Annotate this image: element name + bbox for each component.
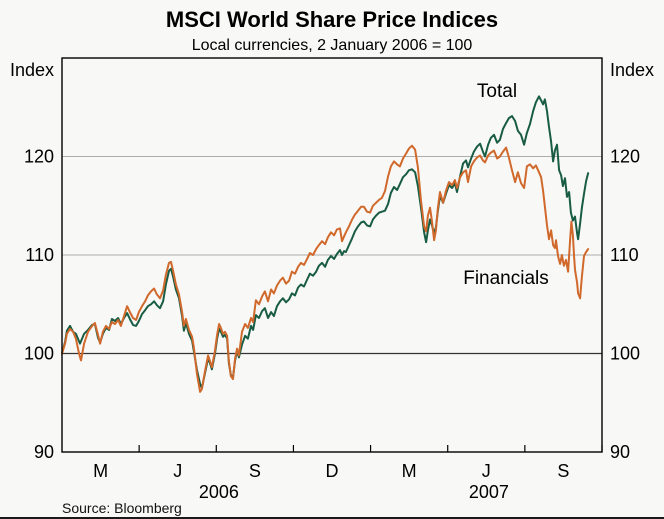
- y-axis-unit-left: Index: [10, 60, 54, 80]
- series-line-total: [61, 95, 590, 389]
- x-year-label: 2007: [469, 482, 509, 502]
- x-month-label: S: [249, 461, 261, 481]
- x-month-label: M: [93, 461, 108, 481]
- plot-border: [61, 57, 603, 453]
- y-axis-unit-right: Index: [610, 60, 654, 80]
- y-tick-label-right: 110: [610, 245, 639, 265]
- y-tick-label-left: 90: [34, 442, 54, 462]
- plot-generated-layer: 90 90 100 100 110 110 120 120 M J S D M J S 2006 2007: [24, 95, 640, 502]
- series-line-financials: [61, 144, 590, 393]
- x-month-label: J: [173, 461, 182, 481]
- chart-subtitle: Local currencies, 2 January 2006 = 100: [192, 37, 473, 54]
- y-tick-label-left: 110: [25, 245, 54, 265]
- chart-title: MSCI World Share Price Indices: [166, 7, 498, 32]
- y-tick-label-right: 120: [610, 147, 640, 167]
- series-label-financials: Financials: [463, 268, 549, 289]
- x-month-label: S: [557, 461, 569, 481]
- y-tick-label-left: 100: [24, 344, 54, 364]
- source-note: Source: Bloomberg: [62, 500, 182, 516]
- x-month-label: J: [482, 461, 491, 481]
- y-tick-label-right: 90: [610, 442, 630, 462]
- x-year-label: 2006: [199, 482, 239, 502]
- y-tick-label-left: 120: [24, 147, 54, 167]
- y-tick-label-right: 100: [610, 344, 640, 364]
- x-month-label: M: [402, 461, 417, 481]
- x-month-label: D: [326, 461, 339, 481]
- series-label-total: Total: [477, 81, 517, 102]
